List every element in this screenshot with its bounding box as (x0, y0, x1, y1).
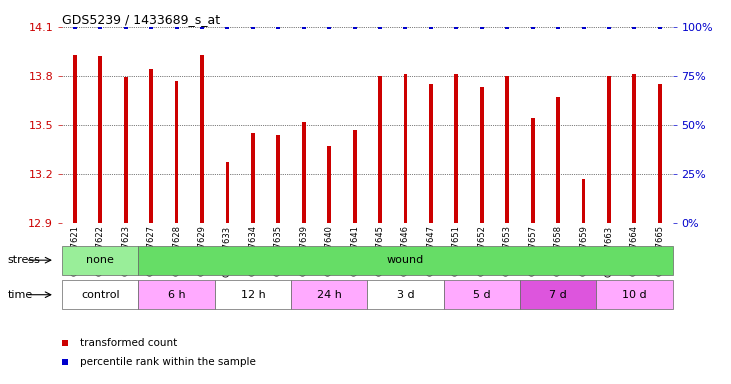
Bar (251, 133, 255, 223)
Bar (352, 130, 357, 223)
Bar (556, 97, 560, 223)
Bar (73, 55, 77, 223)
Text: wound: wound (387, 255, 424, 265)
Text: 7 d: 7 d (549, 290, 567, 300)
Text: 5 d: 5 d (473, 290, 491, 300)
Bar (378, 76, 382, 223)
Bar (149, 70, 153, 223)
Bar (327, 146, 331, 223)
Bar (138, 280, 215, 309)
Bar (276, 135, 280, 223)
Bar (138, 246, 673, 275)
Bar (444, 280, 520, 309)
Bar (607, 76, 611, 223)
Text: control: control (81, 290, 120, 300)
Text: time: time (7, 290, 33, 300)
Bar (455, 74, 458, 223)
Text: 12 h: 12 h (240, 290, 265, 300)
Bar (480, 87, 484, 223)
Bar (291, 280, 367, 309)
Text: transformed count: transformed count (80, 338, 178, 348)
Bar (582, 179, 586, 223)
Bar (531, 118, 534, 223)
Bar (175, 81, 178, 223)
Bar (505, 76, 509, 223)
Text: 24 h: 24 h (317, 290, 341, 300)
Bar (520, 280, 596, 309)
Text: stress: stress (7, 255, 40, 265)
Text: none: none (86, 255, 114, 265)
Bar (226, 162, 230, 223)
Bar (302, 122, 306, 223)
Text: GDS5239 / 1433689_s_at: GDS5239 / 1433689_s_at (62, 13, 220, 26)
Bar (596, 280, 673, 309)
Text: percentile rank within the sample: percentile rank within the sample (80, 358, 257, 367)
Bar (62, 246, 138, 275)
Bar (658, 84, 662, 223)
Bar (367, 280, 444, 309)
Bar (429, 84, 433, 223)
Bar (632, 74, 636, 223)
Bar (200, 55, 204, 223)
Bar (62, 280, 138, 309)
Text: 6 h: 6 h (168, 290, 186, 300)
Bar (215, 280, 291, 309)
Bar (99, 56, 102, 223)
Text: 10 d: 10 d (622, 290, 647, 300)
Text: 3 d: 3 d (397, 290, 414, 300)
Bar (404, 74, 407, 223)
Bar (124, 78, 128, 223)
